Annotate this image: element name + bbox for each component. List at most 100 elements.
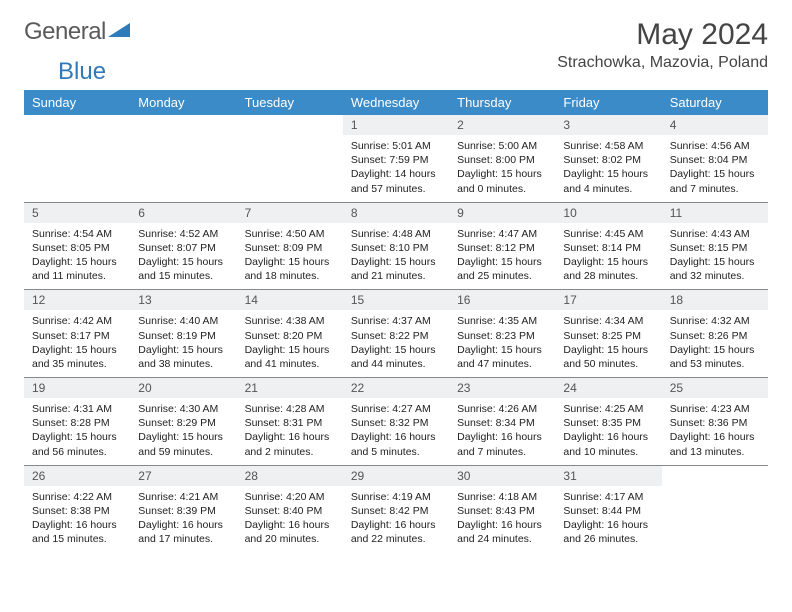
sunset-line: Sunset: 8:20 PM xyxy=(245,329,335,343)
sunset-line: Sunset: 8:26 PM xyxy=(670,329,760,343)
daylight-line: Daylight: 15 hours and 38 minutes. xyxy=(138,343,228,371)
daylight-line: Daylight: 15 hours and 28 minutes. xyxy=(563,255,653,283)
calendar-day-cell: 31Sunrise: 4:17 AMSunset: 8:44 PMDayligh… xyxy=(555,465,661,552)
sunrise-line: Sunrise: 4:40 AM xyxy=(138,314,228,328)
day-number: 3 xyxy=(555,115,661,135)
day-number: 13 xyxy=(130,290,236,310)
sunrise-line: Sunrise: 4:34 AM xyxy=(563,314,653,328)
calendar-table: Sunday Monday Tuesday Wednesday Thursday… xyxy=(24,90,768,552)
calendar-day-cell: 21Sunrise: 4:28 AMSunset: 8:31 PMDayligh… xyxy=(237,378,343,466)
weekday-sunday: Sunday xyxy=(24,90,130,115)
weekday-monday: Monday xyxy=(130,90,236,115)
daylight-line: Daylight: 15 hours and 50 minutes. xyxy=(563,343,653,371)
day-data: Sunrise: 4:28 AMSunset: 8:31 PMDaylight:… xyxy=(237,398,343,465)
day-number: 4 xyxy=(662,115,768,135)
sunrise-line: Sunrise: 4:48 AM xyxy=(351,227,441,241)
sunrise-line: Sunrise: 4:42 AM xyxy=(32,314,122,328)
sunset-line: Sunset: 8:32 PM xyxy=(351,416,441,430)
sunrise-line: Sunrise: 4:43 AM xyxy=(670,227,760,241)
sunrise-line: Sunrise: 4:25 AM xyxy=(563,402,653,416)
sunrise-line: Sunrise: 4:58 AM xyxy=(563,139,653,153)
logo-text-blue: Blue xyxy=(58,58,792,86)
sunset-line: Sunset: 8:25 PM xyxy=(563,329,653,343)
calendar-day-cell: 15Sunrise: 4:37 AMSunset: 8:22 PMDayligh… xyxy=(343,290,449,378)
sunset-line: Sunset: 8:35 PM xyxy=(563,416,653,430)
calendar-day-cell: 30Sunrise: 4:18 AMSunset: 8:43 PMDayligh… xyxy=(449,465,555,552)
calendar-day-cell: 18Sunrise: 4:32 AMSunset: 8:26 PMDayligh… xyxy=(662,290,768,378)
sunset-line: Sunset: 8:34 PM xyxy=(457,416,547,430)
day-number: 2 xyxy=(449,115,555,135)
day-number: 18 xyxy=(662,290,768,310)
calendar-day-cell: 19Sunrise: 4:31 AMSunset: 8:28 PMDayligh… xyxy=(24,378,130,466)
sunrise-line: Sunrise: 4:20 AM xyxy=(245,490,335,504)
calendar-day-cell: 27Sunrise: 4:21 AMSunset: 8:39 PMDayligh… xyxy=(130,465,236,552)
daylight-line: Daylight: 15 hours and 47 minutes. xyxy=(457,343,547,371)
day-data: Sunrise: 4:22 AMSunset: 8:38 PMDaylight:… xyxy=(24,486,130,553)
calendar-day-cell: 6Sunrise: 4:52 AMSunset: 8:07 PMDaylight… xyxy=(130,202,236,290)
day-number: 28 xyxy=(237,466,343,486)
weekday-saturday: Saturday xyxy=(662,90,768,115)
day-number: 11 xyxy=(662,203,768,223)
month-title: May 2024 xyxy=(557,18,768,52)
day-data: Sunrise: 4:25 AMSunset: 8:35 PMDaylight:… xyxy=(555,398,661,465)
sunset-line: Sunset: 8:38 PM xyxy=(32,504,122,518)
sunset-line: Sunset: 8:12 PM xyxy=(457,241,547,255)
daylight-line: Daylight: 15 hours and 4 minutes. xyxy=(563,167,653,195)
weekday-wednesday: Wednesday xyxy=(343,90,449,115)
day-number: 23 xyxy=(449,378,555,398)
calendar-day-cell: 13Sunrise: 4:40 AMSunset: 8:19 PMDayligh… xyxy=(130,290,236,378)
sunset-line: Sunset: 8:14 PM xyxy=(563,241,653,255)
sunset-line: Sunset: 8:28 PM xyxy=(32,416,122,430)
sunrise-line: Sunrise: 4:38 AM xyxy=(245,314,335,328)
day-data: Sunrise: 4:31 AMSunset: 8:28 PMDaylight:… xyxy=(24,398,130,465)
sunset-line: Sunset: 8:02 PM xyxy=(563,153,653,167)
sunset-line: Sunset: 8:07 PM xyxy=(138,241,228,255)
sunrise-line: Sunrise: 5:00 AM xyxy=(457,139,547,153)
daylight-line: Daylight: 15 hours and 32 minutes. xyxy=(670,255,760,283)
calendar-day-cell xyxy=(24,115,130,202)
day-number: 10 xyxy=(555,203,661,223)
day-number: 30 xyxy=(449,466,555,486)
daylight-line: Daylight: 15 hours and 44 minutes. xyxy=(351,343,441,371)
day-data: Sunrise: 4:17 AMSunset: 8:44 PMDaylight:… xyxy=(555,486,661,553)
day-data: Sunrise: 4:21 AMSunset: 8:39 PMDaylight:… xyxy=(130,486,236,553)
day-number: 1 xyxy=(343,115,449,135)
day-number: 6 xyxy=(130,203,236,223)
daylight-line: Daylight: 15 hours and 41 minutes. xyxy=(245,343,335,371)
calendar-day-cell: 26Sunrise: 4:22 AMSunset: 8:38 PMDayligh… xyxy=(24,465,130,552)
daylight-line: Daylight: 15 hours and 0 minutes. xyxy=(457,167,547,195)
sunrise-line: Sunrise: 4:18 AM xyxy=(457,490,547,504)
sunset-line: Sunset: 8:05 PM xyxy=(32,241,122,255)
sunrise-line: Sunrise: 4:35 AM xyxy=(457,314,547,328)
day-data: Sunrise: 4:56 AMSunset: 8:04 PMDaylight:… xyxy=(662,135,768,202)
day-data: Sunrise: 4:37 AMSunset: 8:22 PMDaylight:… xyxy=(343,310,449,377)
calendar-day-cell: 20Sunrise: 4:30 AMSunset: 8:29 PMDayligh… xyxy=(130,378,236,466)
day-number: 15 xyxy=(343,290,449,310)
day-number: 20 xyxy=(130,378,236,398)
daylight-line: Daylight: 15 hours and 59 minutes. xyxy=(138,430,228,458)
day-data: Sunrise: 4:47 AMSunset: 8:12 PMDaylight:… xyxy=(449,223,555,290)
calendar-day-cell: 23Sunrise: 4:26 AMSunset: 8:34 PMDayligh… xyxy=(449,378,555,466)
calendar-day-cell: 9Sunrise: 4:47 AMSunset: 8:12 PMDaylight… xyxy=(449,202,555,290)
daylight-line: Daylight: 16 hours and 20 minutes. xyxy=(245,518,335,546)
daylight-line: Daylight: 16 hours and 24 minutes. xyxy=(457,518,547,546)
sunset-line: Sunset: 7:59 PM xyxy=(351,153,441,167)
day-data: Sunrise: 4:48 AMSunset: 8:10 PMDaylight:… xyxy=(343,223,449,290)
sunset-line: Sunset: 8:44 PM xyxy=(563,504,653,518)
calendar-day-cell: 2Sunrise: 5:00 AMSunset: 8:00 PMDaylight… xyxy=(449,115,555,202)
calendar-day-cell: 14Sunrise: 4:38 AMSunset: 8:20 PMDayligh… xyxy=(237,290,343,378)
calendar-day-cell: 4Sunrise: 4:56 AMSunset: 8:04 PMDaylight… xyxy=(662,115,768,202)
daylight-line: Daylight: 15 hours and 15 minutes. xyxy=(138,255,228,283)
weekday-header-row: Sunday Monday Tuesday Wednesday Thursday… xyxy=(24,90,768,115)
day-data: Sunrise: 4:35 AMSunset: 8:23 PMDaylight:… xyxy=(449,310,555,377)
sunrise-line: Sunrise: 4:22 AM xyxy=(32,490,122,504)
sunrise-line: Sunrise: 4:30 AM xyxy=(138,402,228,416)
calendar-day-cell: 10Sunrise: 4:45 AMSunset: 8:14 PMDayligh… xyxy=(555,202,661,290)
sunset-line: Sunset: 8:04 PM xyxy=(670,153,760,167)
sunrise-line: Sunrise: 4:32 AM xyxy=(670,314,760,328)
day-data: Sunrise: 4:38 AMSunset: 8:20 PMDaylight:… xyxy=(237,310,343,377)
daylight-line: Daylight: 15 hours and 7 minutes. xyxy=(670,167,760,195)
daylight-line: Daylight: 16 hours and 7 minutes. xyxy=(457,430,547,458)
calendar-day-cell: 22Sunrise: 4:27 AMSunset: 8:32 PMDayligh… xyxy=(343,378,449,466)
sunrise-line: Sunrise: 4:37 AM xyxy=(351,314,441,328)
